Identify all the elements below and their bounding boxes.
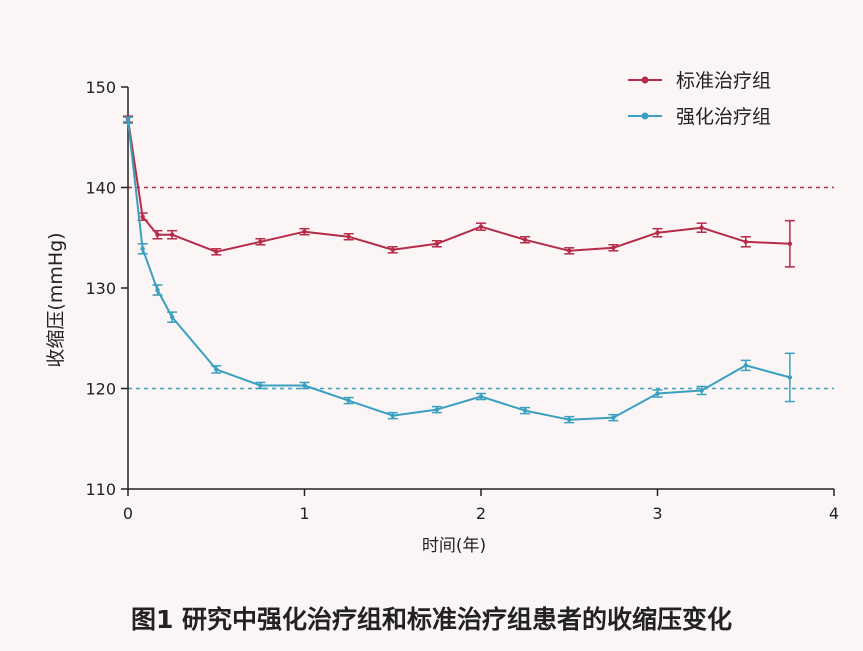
data-point — [302, 383, 307, 388]
figure-caption: 图1 研究中强化治疗组和标准治疗组患者的收缩压变化 — [130, 605, 733, 634]
series-line — [127, 120, 791, 421]
data-point — [478, 394, 484, 399]
data-point — [125, 117, 131, 123]
data-point — [140, 214, 145, 219]
data-point — [155, 287, 160, 293]
data-point — [611, 245, 616, 250]
data-point — [522, 408, 528, 413]
x-ticks: 0 1 2 3 4 — [123, 489, 839, 523]
y-ticks: 110 120 130 140 150 — [85, 78, 128, 499]
series-group — [123, 115, 795, 268]
reference-lines — [128, 186, 834, 390]
data-point — [434, 407, 440, 412]
data-point — [390, 413, 395, 418]
x-tick-label: 4 — [829, 504, 839, 523]
legend-item: 标准治疗组 — [628, 70, 771, 92]
legend-item: 强化治疗组 — [628, 106, 771, 128]
data-point — [655, 230, 660, 235]
axes — [127, 87, 834, 490]
data-point — [214, 367, 219, 372]
data-point — [787, 375, 793, 380]
data-point — [743, 239, 748, 244]
legend-marker — [641, 76, 649, 84]
data-point — [611, 415, 616, 420]
data-point — [567, 417, 572, 422]
y-axis-label: 收缩压(mmHg) — [45, 232, 67, 367]
x-tick-label: 3 — [652, 504, 662, 523]
data-point — [346, 398, 351, 403]
y-tick-label: 110 — [85, 480, 116, 499]
x-tick-label: 2 — [476, 504, 486, 523]
x-axis-label: 时间(年) — [422, 536, 486, 556]
data-point — [743, 363, 748, 368]
data-point — [258, 239, 263, 244]
data-point — [258, 383, 263, 388]
series-line — [127, 119, 790, 253]
data-point — [478, 224, 484, 229]
x-tick-label: 1 — [299, 504, 309, 523]
data-point — [787, 241, 793, 246]
legend-marker — [641, 112, 649, 120]
y-tick-label: 130 — [85, 279, 116, 298]
data-point — [155, 232, 160, 237]
data-point — [346, 234, 351, 239]
data-point — [169, 314, 175, 320]
data-point — [655, 391, 660, 396]
data-point — [302, 229, 307, 234]
data-point — [522, 237, 528, 242]
y-tick-label: 150 — [85, 78, 116, 97]
series-group — [123, 116, 795, 424]
data-point — [699, 225, 704, 230]
data-point — [434, 241, 440, 246]
data-point — [169, 232, 175, 237]
legend-label: 标准治疗组 — [676, 70, 771, 92]
series-layer — [123, 115, 795, 424]
y-tick-label: 120 — [85, 380, 116, 399]
data-point — [390, 247, 395, 253]
data-point — [567, 248, 572, 254]
line-chart: 0 1 2 3 4 110 120 130 140 150 时间(年) 收缩压(mmHg) 标准… — [45, 70, 839, 556]
data-point — [214, 249, 219, 255]
data-point — [140, 246, 145, 252]
legend-label: 强化治疗组 — [676, 106, 771, 128]
x-tick-label: 0 — [123, 504, 133, 523]
y-tick-label: 140 — [85, 179, 116, 198]
data-point — [699, 388, 704, 393]
